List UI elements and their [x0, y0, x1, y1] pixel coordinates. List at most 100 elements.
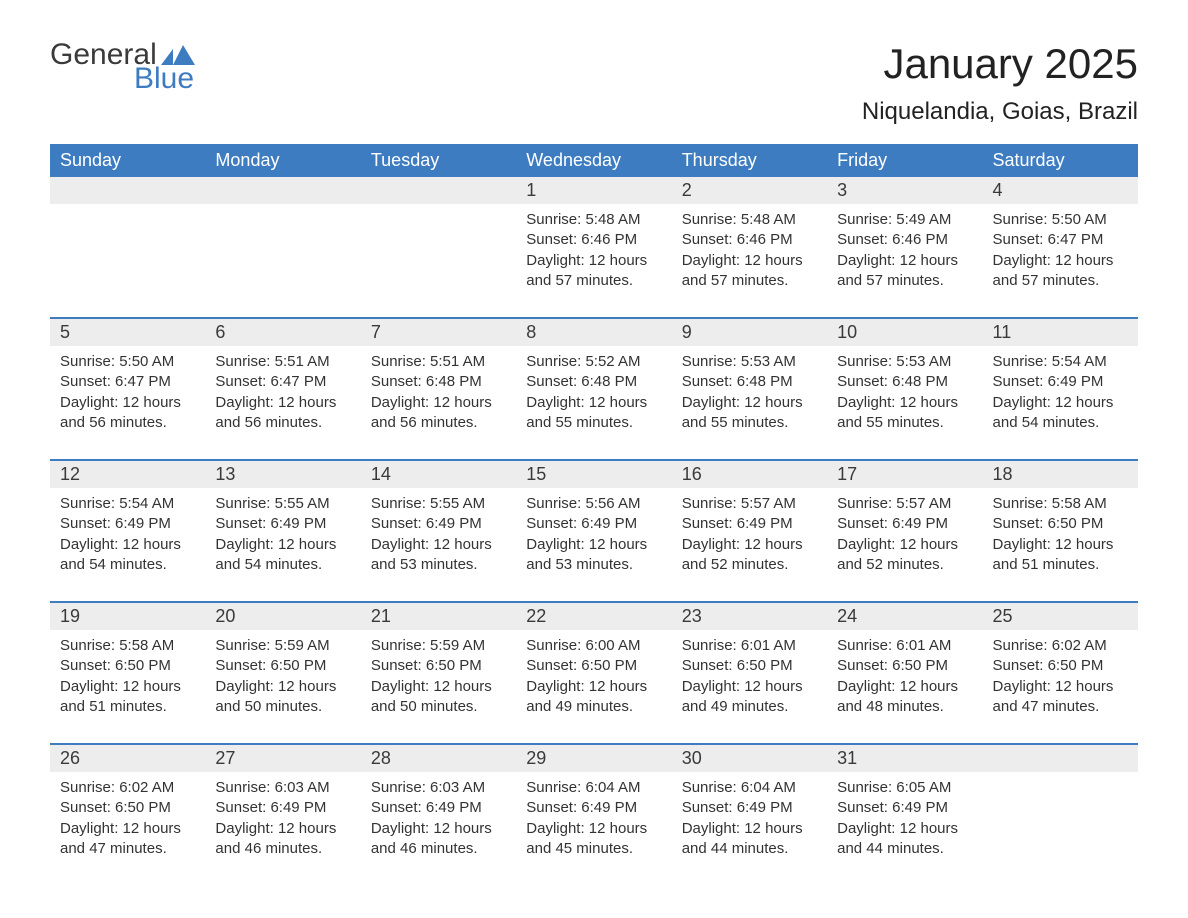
- week-daynum-row: 1234: [50, 177, 1138, 204]
- daylight-text-line1: Daylight: 12 hours: [682, 819, 817, 839]
- sunrise-text: Sunrise: 5:49 AM: [837, 210, 972, 230]
- daylight-text-line1: Daylight: 12 hours: [371, 393, 506, 413]
- day-number: 27: [205, 744, 360, 772]
- sunrise-text: Sunrise: 6:01 AM: [837, 636, 972, 656]
- daylight-text-line1: Daylight: 12 hours: [526, 251, 661, 271]
- week-daynum-row: 19202122232425: [50, 602, 1138, 630]
- sunset-text: Sunset: 6:50 PM: [60, 656, 195, 676]
- dow-thursday: Thursday: [672, 144, 827, 177]
- day-number: 30: [672, 744, 827, 772]
- sunrise-text: Sunrise: 5:54 AM: [993, 352, 1128, 372]
- daylight-text-line1: Daylight: 12 hours: [837, 677, 972, 697]
- daylight-text-line2: and 56 minutes.: [60, 413, 195, 433]
- daylight-text-line1: Daylight: 12 hours: [993, 677, 1128, 697]
- sunrise-text: Sunrise: 5:54 AM: [60, 494, 195, 514]
- day-number: 31: [827, 744, 982, 772]
- daylight-text-line1: Daylight: 12 hours: [215, 819, 350, 839]
- day-number: 23: [672, 602, 827, 630]
- daylight-text-line1: Daylight: 12 hours: [60, 677, 195, 697]
- daylight-text-line1: Daylight: 12 hours: [60, 819, 195, 839]
- day-details: Sunrise: 5:51 AMSunset: 6:47 PMDaylight:…: [205, 346, 360, 460]
- day-details-empty: [205, 204, 360, 318]
- day-number: 29: [516, 744, 671, 772]
- sunrise-text: Sunrise: 5:51 AM: [215, 352, 350, 372]
- daylight-text-line1: Daylight: 12 hours: [371, 677, 506, 697]
- day-details: Sunrise: 5:55 AMSunset: 6:49 PMDaylight:…: [361, 488, 516, 602]
- daylight-text-line2: and 57 minutes.: [526, 271, 661, 291]
- daylight-text-line2: and 53 minutes.: [526, 555, 661, 575]
- sunrise-text: Sunrise: 5:58 AM: [60, 636, 195, 656]
- page: General Blue January 2025 Niquelandia, G…: [0, 0, 1188, 915]
- sunset-text: Sunset: 6:49 PM: [682, 514, 817, 534]
- sunset-text: Sunset: 6:49 PM: [60, 514, 195, 534]
- day-details: Sunrise: 5:57 AMSunset: 6:49 PMDaylight:…: [827, 488, 982, 602]
- sunrise-text: Sunrise: 6:04 AM: [682, 778, 817, 798]
- sunset-text: Sunset: 6:46 PM: [682, 230, 817, 250]
- sunrise-text: Sunrise: 5:53 AM: [682, 352, 817, 372]
- sunset-text: Sunset: 6:50 PM: [60, 798, 195, 818]
- daylight-text-line1: Daylight: 12 hours: [682, 393, 817, 413]
- daylight-text-line2: and 56 minutes.: [215, 413, 350, 433]
- daylight-text-line2: and 51 minutes.: [993, 555, 1128, 575]
- daylight-text-line2: and 50 minutes.: [215, 697, 350, 717]
- daylight-text-line1: Daylight: 12 hours: [526, 677, 661, 697]
- day-number: 6: [205, 318, 360, 346]
- day-number: 3: [827, 177, 982, 204]
- daylight-text-line1: Daylight: 12 hours: [60, 535, 195, 555]
- day-details: Sunrise: 6:02 AMSunset: 6:50 PMDaylight:…: [983, 630, 1138, 744]
- day-number: 5: [50, 318, 205, 346]
- dow-tuesday: Tuesday: [361, 144, 516, 177]
- sunrise-text: Sunrise: 5:59 AM: [215, 636, 350, 656]
- day-details: Sunrise: 5:49 AMSunset: 6:46 PMDaylight:…: [827, 204, 982, 318]
- daylight-text-line2: and 45 minutes.: [526, 839, 661, 859]
- sunrise-text: Sunrise: 5:59 AM: [371, 636, 506, 656]
- daylight-text-line1: Daylight: 12 hours: [837, 535, 972, 555]
- sunrise-text: Sunrise: 6:00 AM: [526, 636, 661, 656]
- week-daynum-row: 262728293031: [50, 744, 1138, 772]
- sunset-text: Sunset: 6:47 PM: [215, 372, 350, 392]
- day-number: 4: [983, 177, 1138, 204]
- dow-monday: Monday: [205, 144, 360, 177]
- day-number-empty: [983, 744, 1138, 772]
- daylight-text-line2: and 51 minutes.: [60, 697, 195, 717]
- week-daynum-row: 567891011: [50, 318, 1138, 346]
- sunset-text: Sunset: 6:50 PM: [993, 656, 1128, 676]
- sunset-text: Sunset: 6:49 PM: [526, 514, 661, 534]
- day-details: Sunrise: 6:04 AMSunset: 6:49 PMDaylight:…: [516, 772, 671, 885]
- sunset-text: Sunset: 6:50 PM: [993, 514, 1128, 534]
- daylight-text-line2: and 47 minutes.: [60, 839, 195, 859]
- day-details: Sunrise: 5:58 AMSunset: 6:50 PMDaylight:…: [983, 488, 1138, 602]
- daylight-text-line2: and 55 minutes.: [526, 413, 661, 433]
- daylight-text-line1: Daylight: 12 hours: [682, 677, 817, 697]
- daylight-text-line1: Daylight: 12 hours: [993, 535, 1128, 555]
- daylight-text-line2: and 54 minutes.: [60, 555, 195, 575]
- sunrise-text: Sunrise: 6:02 AM: [993, 636, 1128, 656]
- sunset-text: Sunset: 6:48 PM: [371, 372, 506, 392]
- day-number: 9: [672, 318, 827, 346]
- day-number: 28: [361, 744, 516, 772]
- week-details-row: Sunrise: 5:48 AMSunset: 6:46 PMDaylight:…: [50, 204, 1138, 318]
- sunset-text: Sunset: 6:48 PM: [682, 372, 817, 392]
- daylight-text-line1: Daylight: 12 hours: [526, 393, 661, 413]
- day-details: Sunrise: 6:00 AMSunset: 6:50 PMDaylight:…: [516, 630, 671, 744]
- day-details-empty: [361, 204, 516, 318]
- day-number: 8: [516, 318, 671, 346]
- day-number: 25: [983, 602, 1138, 630]
- sunrise-text: Sunrise: 5:58 AM: [993, 494, 1128, 514]
- daylight-text-line1: Daylight: 12 hours: [215, 677, 350, 697]
- sunrise-text: Sunrise: 5:51 AM: [371, 352, 506, 372]
- daylight-text-line1: Daylight: 12 hours: [682, 535, 817, 555]
- day-details: Sunrise: 6:05 AMSunset: 6:49 PMDaylight:…: [827, 772, 982, 885]
- daylight-text-line2: and 57 minutes.: [682, 271, 817, 291]
- day-number: 7: [361, 318, 516, 346]
- day-details: Sunrise: 5:59 AMSunset: 6:50 PMDaylight:…: [361, 630, 516, 744]
- day-details: Sunrise: 6:02 AMSunset: 6:50 PMDaylight:…: [50, 772, 205, 885]
- sunset-text: Sunset: 6:49 PM: [526, 798, 661, 818]
- sunset-text: Sunset: 6:50 PM: [215, 656, 350, 676]
- sunrise-text: Sunrise: 5:56 AM: [526, 494, 661, 514]
- daylight-text-line2: and 54 minutes.: [215, 555, 350, 575]
- day-details: Sunrise: 5:54 AMSunset: 6:49 PMDaylight:…: [983, 346, 1138, 460]
- daylight-text-line2: and 56 minutes.: [371, 413, 506, 433]
- sunrise-text: Sunrise: 6:02 AM: [60, 778, 195, 798]
- day-number: 17: [827, 460, 982, 488]
